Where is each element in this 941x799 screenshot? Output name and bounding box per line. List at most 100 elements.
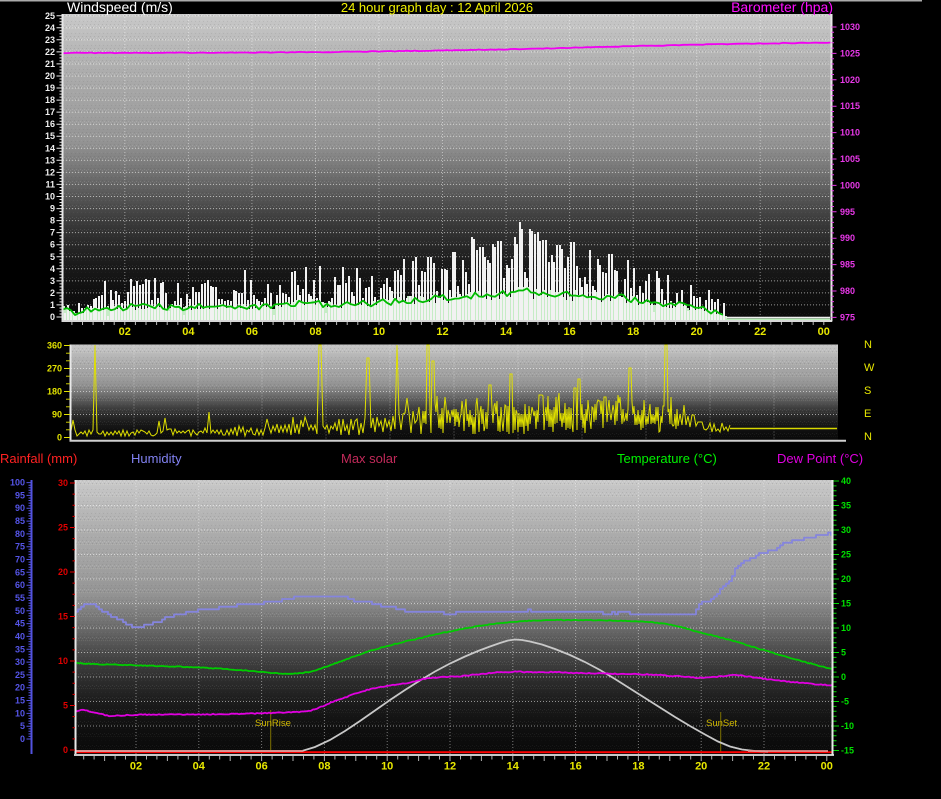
svg-text:10: 10 xyxy=(45,192,55,202)
svg-text:12: 12 xyxy=(444,761,456,773)
svg-text:10: 10 xyxy=(373,326,385,338)
svg-text:S: S xyxy=(864,385,871,397)
svg-text:10: 10 xyxy=(58,656,68,666)
svg-text:10: 10 xyxy=(15,708,25,718)
svg-text:20: 20 xyxy=(691,326,703,338)
svg-text:1005: 1005 xyxy=(840,154,860,164)
svg-text:16: 16 xyxy=(569,761,581,773)
svg-text:5: 5 xyxy=(841,648,846,658)
svg-text:20: 20 xyxy=(15,683,25,693)
svg-text:24 hour graph day : 12 April 2: 24 hour graph day : 12 April 2026 xyxy=(341,0,533,15)
svg-text:22: 22 xyxy=(45,47,55,57)
svg-text:0: 0 xyxy=(20,734,25,744)
svg-text:10: 10 xyxy=(381,761,393,773)
svg-text:35: 35 xyxy=(841,501,851,511)
svg-text:22: 22 xyxy=(758,761,770,773)
svg-text:08: 08 xyxy=(318,761,330,773)
svg-text:995: 995 xyxy=(840,207,855,217)
svg-text:30: 30 xyxy=(58,478,68,488)
svg-text:00: 00 xyxy=(818,326,830,338)
svg-text:25: 25 xyxy=(841,550,851,560)
svg-text:980: 980 xyxy=(840,286,855,296)
svg-text:85: 85 xyxy=(15,516,25,526)
svg-text:12: 12 xyxy=(436,326,448,338)
svg-text:0: 0 xyxy=(57,433,62,443)
svg-text:SunRise: SunRise xyxy=(255,718,291,729)
svg-text:Barometer (hpa): Barometer (hpa) xyxy=(731,0,833,15)
svg-text:0: 0 xyxy=(63,745,68,755)
svg-text:18: 18 xyxy=(632,761,644,773)
svg-text:50: 50 xyxy=(15,606,25,616)
svg-text:SunSet: SunSet xyxy=(706,718,738,729)
svg-text:3: 3 xyxy=(50,276,55,286)
svg-text:270: 270 xyxy=(47,364,62,374)
svg-text:70: 70 xyxy=(15,555,25,565)
svg-text:02: 02 xyxy=(119,326,131,338)
svg-text:4: 4 xyxy=(50,264,55,274)
svg-text:1030: 1030 xyxy=(840,22,860,32)
svg-text:-10: -10 xyxy=(841,721,854,731)
svg-text:985: 985 xyxy=(840,260,855,270)
svg-text:1020: 1020 xyxy=(840,75,860,85)
svg-text:14: 14 xyxy=(45,143,55,153)
svg-text:35: 35 xyxy=(15,644,25,654)
svg-text:Dew Point (°C): Dew Point (°C) xyxy=(777,451,863,466)
svg-text:24: 24 xyxy=(45,23,55,33)
svg-text:65: 65 xyxy=(15,567,25,577)
svg-text:10: 10 xyxy=(841,623,851,633)
svg-text:75: 75 xyxy=(15,542,25,552)
svg-text:990: 990 xyxy=(840,233,855,243)
svg-text:30: 30 xyxy=(15,657,25,667)
svg-text:Humidity: Humidity xyxy=(131,451,182,466)
svg-text:W: W xyxy=(864,362,875,374)
svg-text:360: 360 xyxy=(47,341,62,351)
svg-text:14: 14 xyxy=(500,326,513,338)
svg-text:22: 22 xyxy=(754,326,766,338)
svg-text:20: 20 xyxy=(841,574,851,584)
svg-text:15: 15 xyxy=(15,696,25,706)
svg-text:-15: -15 xyxy=(841,746,854,756)
svg-text:18: 18 xyxy=(627,326,639,338)
svg-text:Max solar: Max solar xyxy=(341,451,398,466)
svg-text:Rainfall (mm): Rainfall (mm) xyxy=(0,451,77,466)
svg-text:13: 13 xyxy=(45,155,55,165)
svg-text:16: 16 xyxy=(563,326,575,338)
svg-text:N: N xyxy=(864,339,872,351)
svg-text:15: 15 xyxy=(45,131,55,141)
svg-text:11: 11 xyxy=(45,179,55,189)
svg-text:0: 0 xyxy=(50,312,55,322)
svg-text:90: 90 xyxy=(15,503,25,513)
svg-text:1010: 1010 xyxy=(840,128,860,138)
svg-text:55: 55 xyxy=(15,593,25,603)
svg-text:25: 25 xyxy=(58,523,68,533)
svg-text:15: 15 xyxy=(841,599,851,609)
svg-text:45: 45 xyxy=(15,619,25,629)
svg-text:100: 100 xyxy=(10,478,25,488)
svg-text:06: 06 xyxy=(255,761,267,773)
svg-text:00: 00 xyxy=(821,761,833,773)
svg-text:N: N xyxy=(864,431,872,443)
svg-text:0: 0 xyxy=(841,672,846,682)
svg-text:90: 90 xyxy=(52,410,62,420)
svg-text:06: 06 xyxy=(246,326,258,338)
svg-text:975: 975 xyxy=(840,312,855,322)
svg-text:19: 19 xyxy=(45,83,55,93)
svg-text:30: 30 xyxy=(841,525,851,535)
svg-text:08: 08 xyxy=(309,326,321,338)
svg-text:180: 180 xyxy=(47,387,62,397)
svg-text:25: 25 xyxy=(15,670,25,680)
svg-text:1015: 1015 xyxy=(840,101,860,111)
svg-text:60: 60 xyxy=(15,580,25,590)
svg-text:18: 18 xyxy=(45,95,55,105)
svg-text:9: 9 xyxy=(50,204,55,214)
svg-text:5: 5 xyxy=(20,721,25,731)
svg-text:20: 20 xyxy=(695,761,707,773)
svg-text:25: 25 xyxy=(45,11,55,21)
svg-text:40: 40 xyxy=(841,476,851,486)
svg-text:21: 21 xyxy=(45,59,55,69)
svg-text:95: 95 xyxy=(15,490,25,500)
svg-text:12: 12 xyxy=(45,167,55,177)
svg-text:7: 7 xyxy=(50,228,55,238)
svg-text:14: 14 xyxy=(507,761,520,773)
svg-text:1: 1 xyxy=(50,300,55,310)
